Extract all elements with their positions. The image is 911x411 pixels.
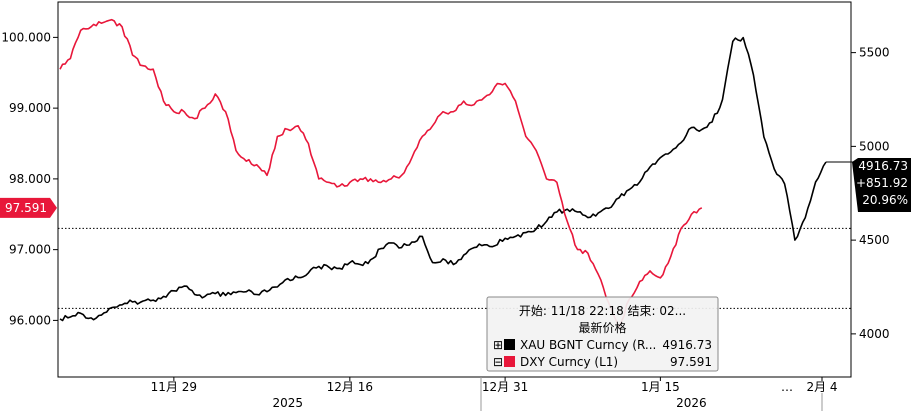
left-tick-label: 98.000 [9, 172, 51, 186]
x-tick-label: 12月 16 [327, 380, 373, 394]
legend-entry-label: XAU BGNT Curncy (R... [520, 338, 656, 352]
right-tick-label: 5000 [859, 139, 890, 153]
plot-frame [57, 1, 852, 378]
x-tick-label: 1月 15 [641, 380, 680, 394]
legend-entry-value: 4916.73 [662, 338, 712, 352]
legend-entry-value: 97.591 [670, 355, 712, 369]
right-tick-label: 4000 [859, 327, 890, 341]
left-tick-label: 99.000 [9, 101, 51, 115]
right-tick-label: 4500 [859, 233, 890, 247]
left-tick-label: 97.000 [9, 243, 51, 257]
left-tick-label: 100.000 [1, 30, 51, 44]
right-last-value-flag [852, 157, 911, 212]
legend-header: 开始: 11/18 22:18 结束: 02... [519, 304, 686, 318]
xau-series-line [59, 36, 827, 322]
left-last-value-flag [0, 197, 57, 218]
x-tick-label: 2月 4 [806, 380, 837, 394]
legend-entry-toggle-icon: ⊟ [493, 355, 503, 369]
right-last-value-line: 4916.73 [858, 159, 908, 173]
x-axis-ellipsis: … [781, 380, 793, 394]
x-tick-label: 11月 29 [151, 380, 197, 394]
year-label: 2025 [272, 396, 303, 410]
right-last-value-line: +851.92 [856, 176, 908, 190]
legend-entry-toggle-icon: ⊞ [493, 338, 503, 352]
legend-subheader: 最新价格 [578, 320, 626, 335]
year-label: 2026 [676, 396, 707, 410]
left-last-value-label: 97.591 [5, 201, 47, 215]
right-last-value-line: 20.96% [862, 193, 908, 207]
legend-swatch [504, 356, 515, 367]
legend-entry-label: DXY Curncy (L1) [520, 355, 618, 369]
dxy-series-line [59, 18, 703, 329]
left-tick-label: 96.000 [9, 313, 51, 327]
legend-swatch [504, 339, 515, 350]
x-tick-label: 12月 31 [482, 380, 528, 394]
legend-box [486, 296, 719, 372]
right-tick-label: 5500 [859, 46, 890, 60]
